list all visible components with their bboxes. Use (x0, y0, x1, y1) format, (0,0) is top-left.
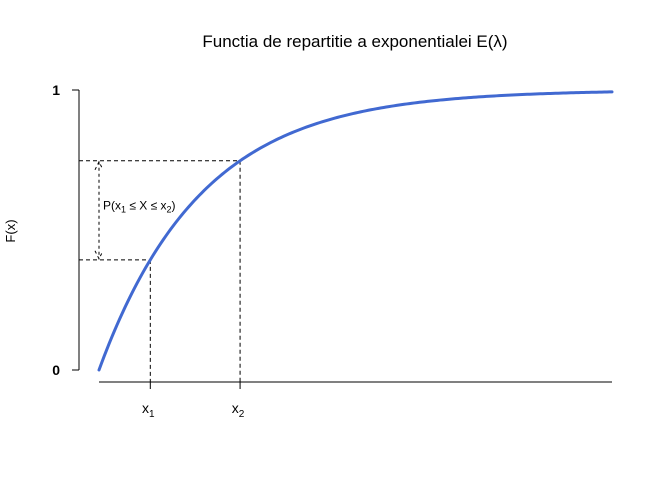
probability-annotation: P(x1 ≤ X ≤ x2) (103, 198, 176, 214)
x-tick-label-1: x2 (232, 400, 245, 420)
x-ticks: x1 x2 (142, 382, 245, 420)
y-tick-label-0: 0 (52, 362, 60, 378)
y-axis-label: F(x) (3, 219, 18, 242)
series-line-cdf (97, 90, 614, 372)
guide-lines (79, 160, 241, 382)
y-ticks: 01 (52, 82, 79, 378)
x-tick-label-0: x1 (142, 400, 155, 420)
y-tick-label-1: 1 (52, 82, 60, 98)
probability-arrow (94, 160, 104, 260)
arrow-head-bottom (94, 250, 104, 260)
arrow-head-top (94, 160, 104, 171)
chart-title: Functia de repartitie a exponentialei E(… (202, 32, 507, 51)
